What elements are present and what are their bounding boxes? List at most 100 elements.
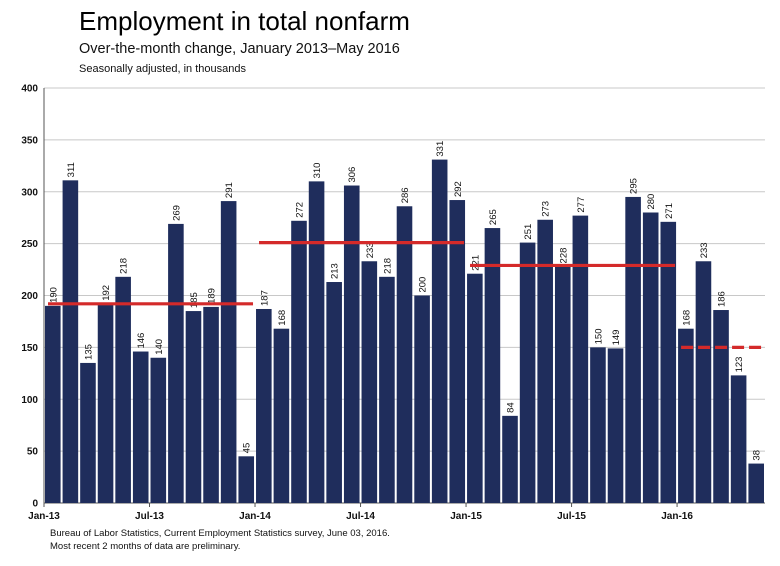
bar bbox=[625, 196, 641, 503]
bar-value-label: 251 bbox=[523, 224, 534, 240]
bar bbox=[62, 180, 79, 503]
bar bbox=[748, 463, 764, 503]
bar-value-label: 187 bbox=[259, 290, 270, 306]
bar-value-label: 291 bbox=[224, 182, 235, 198]
bar bbox=[660, 221, 677, 503]
bar-value-label: 273 bbox=[541, 201, 552, 217]
bar bbox=[678, 328, 694, 503]
bar bbox=[713, 310, 729, 503]
bar-value-label: 292 bbox=[453, 181, 464, 197]
bar bbox=[590, 347, 606, 503]
bar bbox=[396, 206, 413, 503]
bar-value-label: 306 bbox=[347, 167, 358, 183]
bar-value-label: 311 bbox=[66, 162, 77, 177]
bar-value-label: 331 bbox=[435, 141, 446, 157]
bar bbox=[97, 303, 114, 503]
bar bbox=[554, 266, 571, 503]
x-tick-label: Jan-16 bbox=[661, 511, 693, 522]
bar bbox=[379, 276, 395, 503]
bar-value-label: 218 bbox=[382, 258, 393, 274]
bar-value-label: 190 bbox=[48, 287, 59, 303]
y-tick-label: 400 bbox=[21, 84, 38, 95]
bar bbox=[537, 219, 553, 503]
bar bbox=[572, 215, 589, 504]
bar bbox=[45, 305, 61, 503]
bar bbox=[273, 328, 290, 503]
units-note: Seasonally adjusted, in thousands bbox=[79, 63, 246, 75]
bar bbox=[414, 295, 430, 503]
y-tick-label: 100 bbox=[21, 395, 38, 406]
y-tick-label: 50 bbox=[27, 447, 39, 458]
bar bbox=[256, 308, 272, 503]
bar-value-label: 310 bbox=[312, 163, 323, 179]
bar-value-label: 271 bbox=[664, 203, 675, 219]
bar-value-label: 168 bbox=[681, 310, 692, 326]
bar bbox=[695, 261, 712, 503]
bar bbox=[343, 185, 360, 503]
y-tick-label: 200 bbox=[21, 291, 38, 302]
bar-value-label: 150 bbox=[593, 329, 604, 345]
bar-value-label: 280 bbox=[646, 194, 657, 210]
preliminary-note: Most recent 2 months of data are prelimi… bbox=[50, 541, 241, 552]
y-tick-label: 150 bbox=[21, 343, 38, 354]
bar-value-label: 84 bbox=[506, 402, 517, 413]
bar-value-label: 228 bbox=[558, 248, 569, 264]
bar bbox=[220, 201, 237, 503]
x-tick-label: Jan-13 bbox=[28, 511, 60, 522]
x-tick-label: Jul-13 bbox=[135, 511, 164, 522]
bar bbox=[238, 456, 255, 503]
source-note: Bureau of Labor Statistics, Current Empl… bbox=[50, 527, 390, 553]
y-tick-label: 250 bbox=[21, 239, 38, 250]
bar-value-label: 265 bbox=[488, 209, 499, 225]
bar bbox=[484, 228, 501, 503]
bar bbox=[431, 159, 448, 503]
bar bbox=[607, 348, 624, 503]
bar-value-label: 140 bbox=[154, 339, 165, 355]
bar bbox=[203, 306, 219, 503]
bar-value-label: 213 bbox=[330, 263, 341, 279]
source-text: Bureau of Labor Statistics, Current Empl… bbox=[50, 528, 390, 539]
bar-value-label: 192 bbox=[101, 285, 112, 301]
bar bbox=[361, 261, 378, 503]
y-tick-label: 0 bbox=[32, 499, 38, 510]
bar bbox=[168, 223, 184, 503]
bar bbox=[642, 212, 659, 503]
bar-value-label: 277 bbox=[576, 197, 587, 213]
bar-value-label: 189 bbox=[207, 288, 218, 304]
bar bbox=[467, 273, 483, 503]
bar-value-label: 200 bbox=[418, 277, 429, 293]
bar bbox=[115, 276, 131, 503]
bar-value-label: 233 bbox=[365, 242, 376, 258]
bar-value-label: 135 bbox=[83, 344, 94, 360]
bar bbox=[502, 415, 518, 503]
bar-value-label: 221 bbox=[470, 255, 481, 271]
chart-subtitle: Over-the-month change, January 2013–May … bbox=[79, 41, 400, 57]
bar bbox=[80, 362, 96, 503]
bar bbox=[308, 181, 325, 503]
bar-value-label: 149 bbox=[611, 330, 622, 346]
bar-value-label: 185 bbox=[189, 292, 200, 308]
bar-value-label: 295 bbox=[629, 178, 640, 194]
chart-title: Employment in total nonfarm bbox=[79, 6, 410, 36]
bar-value-label: 286 bbox=[400, 187, 411, 203]
bar bbox=[291, 220, 307, 504]
y-tick-label: 300 bbox=[21, 187, 38, 198]
bar bbox=[326, 282, 342, 503]
bar-value-label: 38 bbox=[752, 450, 763, 461]
bar bbox=[185, 311, 202, 503]
bar bbox=[730, 375, 747, 503]
bar bbox=[519, 242, 536, 503]
bar bbox=[150, 357, 167, 503]
bar-value-label: 218 bbox=[119, 258, 130, 274]
x-tick-label: Jan-14 bbox=[239, 511, 271, 522]
bar-value-label: 269 bbox=[171, 205, 182, 221]
x-tick-label: Jul-15 bbox=[557, 511, 586, 522]
x-tick-label: Jul-14 bbox=[346, 511, 375, 522]
bar-value-label: 233 bbox=[699, 242, 710, 258]
bar bbox=[449, 200, 466, 504]
bar-value-label: 168 bbox=[277, 310, 288, 326]
bar-value-label: 45 bbox=[242, 443, 253, 454]
x-tick-label: Jan-15 bbox=[450, 511, 482, 522]
bar-value-label: 146 bbox=[136, 333, 147, 349]
